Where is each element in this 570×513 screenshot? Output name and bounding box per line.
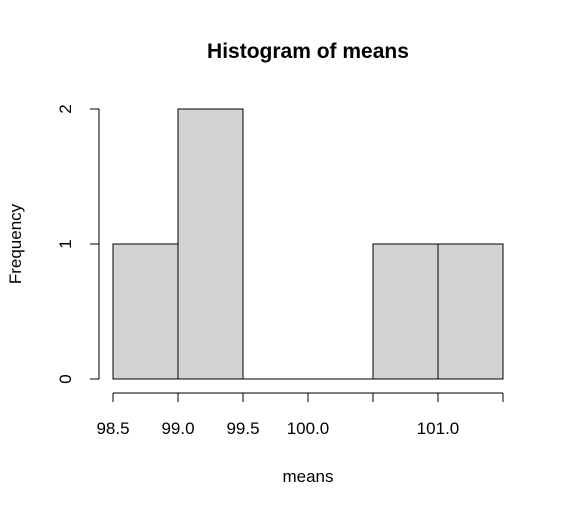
y-tick-label-2: 2 [56, 104, 75, 113]
histogram-bar-4 [372, 243, 439, 380]
x-tick-label-5: 101.0 [417, 419, 460, 438]
x-axis: 98.5 99.0 99.5 100.0 101.0 [96, 392, 504, 438]
histogram-bar-1 [177, 108, 244, 380]
x-tick-label-3: 100.0 [287, 419, 330, 438]
histogram-bar-0 [112, 243, 179, 380]
x-tick-label-2: 99.5 [226, 419, 259, 438]
chart-title: Histogram of means [207, 40, 409, 63]
x-tick-label-0: 98.5 [96, 419, 129, 438]
y-tick-label-1: 1 [56, 239, 75, 248]
y-axis: 0 1 2 [56, 104, 100, 384]
x-tick-label-1: 99.0 [161, 419, 194, 438]
x-axis-label: means [282, 467, 333, 486]
y-axis-label: Frequency [6, 203, 25, 284]
histogram-bar-5 [437, 243, 504, 380]
bars-group [112, 108, 504, 380]
y-tick-label-0: 0 [56, 374, 75, 383]
